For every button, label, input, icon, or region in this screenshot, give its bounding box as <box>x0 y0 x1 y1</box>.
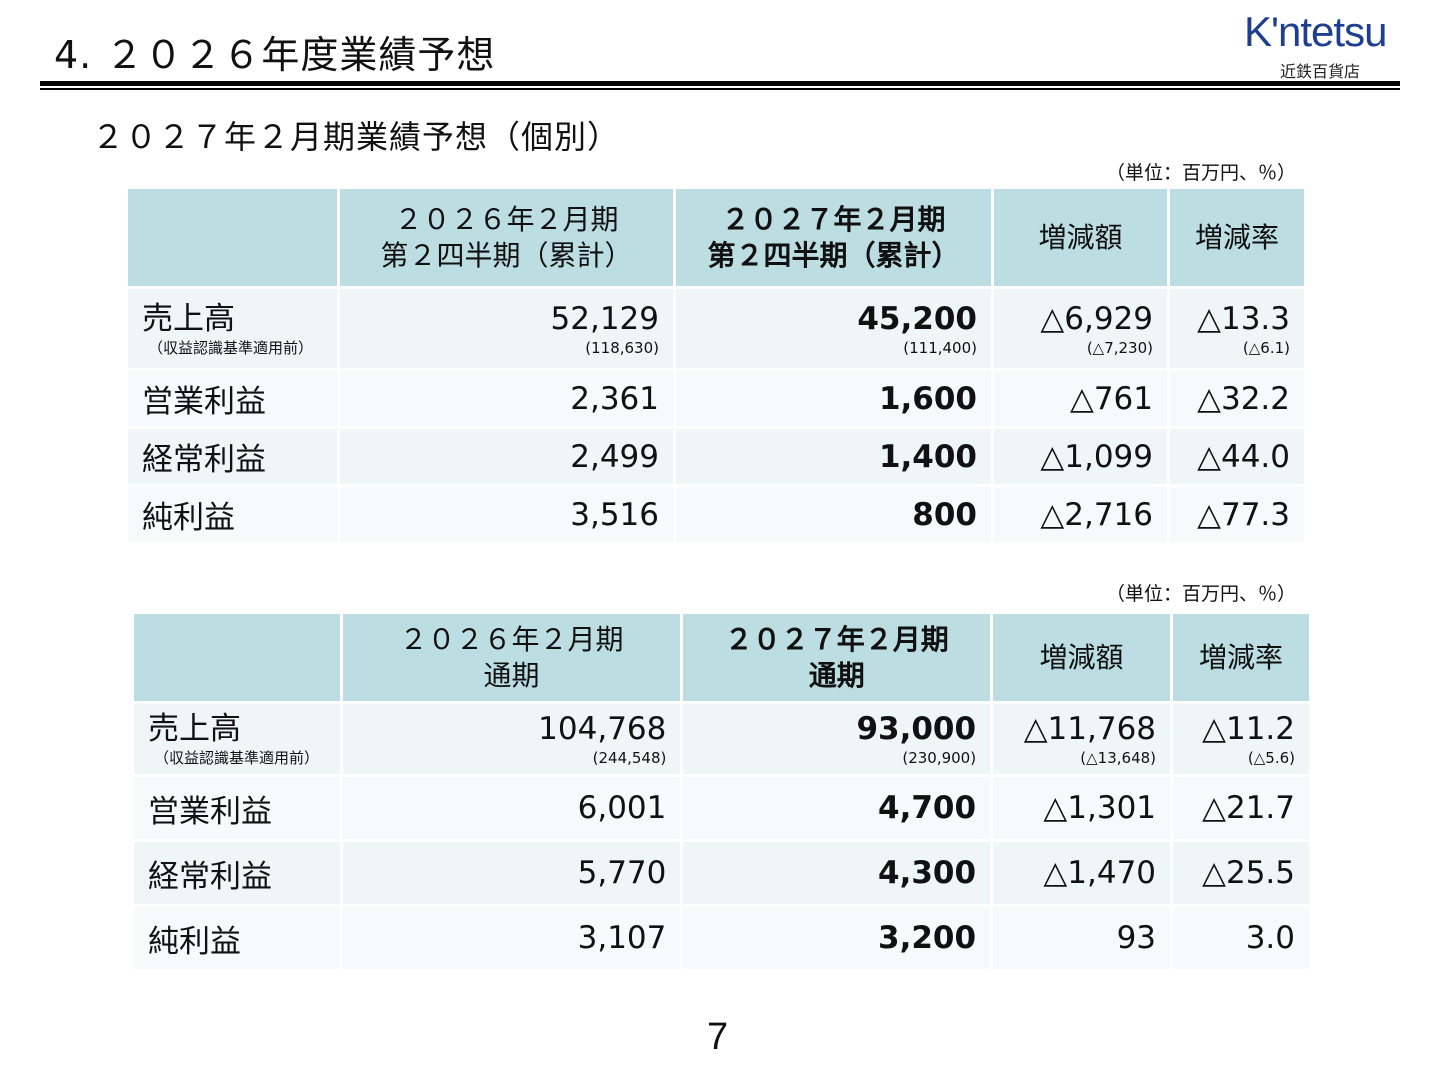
diff-value: △6,929 (△7,230) <box>994 289 1167 368</box>
rate-value: △11.2 (△5.6) <box>1173 704 1309 774</box>
table-row: 営業利益 6,001 4,700 △1,301 △21.7 <box>134 777 1309 839</box>
plan-value: 4,700 <box>683 777 991 839</box>
forecast-table-q2: ２０２６年２月期 第２四半期（累計） ２０２７年２月期 第２四半期（累計） 増減額 … <box>125 186 1307 545</box>
company-logo: K'ntetsu 近鉄百貨店 <box>1244 8 1414 81</box>
table-row: 経常利益 5,770 4,300 △1,470 △25.5 <box>134 842 1309 904</box>
header-cell-change-rate: 増減率 <box>1173 614 1309 701</box>
page-number: 7 <box>707 1016 729 1058</box>
rate-value: △44.0 <box>1170 429 1304 484</box>
prev-value: 3,516 <box>340 487 673 542</box>
diff-value: 93 <box>993 907 1171 969</box>
diff-value: △11,768 (△13,648) <box>993 704 1171 774</box>
plan-value: 4,300 <box>683 842 991 904</box>
diff-value: △1,301 <box>993 777 1171 839</box>
plan-value: 45,200 (111,400) <box>676 289 991 368</box>
unit-note-q2: （単位：百万円、％） <box>1106 162 1297 184</box>
diff-value: △1,099 <box>994 429 1167 484</box>
diff-value: △2,716 <box>994 487 1167 542</box>
header-cell-change-rate: 増減率 <box>1170 189 1304 286</box>
row-label: 営業利益 <box>128 371 337 426</box>
header-cell-prev-period: ２０２６年２月期 通期 <box>342 614 681 701</box>
header-divider-thick <box>40 81 1400 86</box>
row-label: 純利益 <box>134 907 340 969</box>
prev-value: 2,361 <box>340 371 673 426</box>
logo-subtitle: 近鉄百貨店 <box>1280 62 1361 81</box>
rate-value: △21.7 <box>1173 777 1309 839</box>
header-cell-blank <box>134 614 340 701</box>
header-cell-change-amount: 増減額 <box>994 189 1167 286</box>
page-title: 4. ２０２６年度業績予想 <box>54 33 496 77</box>
row-label: 売上高 （収益認識基準適用前） <box>128 289 337 368</box>
table-row: 売上高 （収益認識基準適用前） 52,129 (118,630) 45,200 (11… <box>128 289 1304 368</box>
row-label: 純利益 <box>128 487 337 542</box>
table-row: 売上高 （収益認識基準適用前） 104,768 (244,548) 93,000 (2… <box>134 704 1309 774</box>
row-label: 経常利益 <box>134 842 340 904</box>
row-label: 営業利益 <box>134 777 340 839</box>
plan-value: 1,400 <box>676 429 991 484</box>
header-cell-plan-period: ２０２７年２月期 通期 <box>683 614 991 701</box>
diff-value: △1,470 <box>993 842 1171 904</box>
section-title: ２０２７年２月期業績予想（個別） <box>92 118 621 156</box>
prev-value: 6,001 <box>342 777 681 839</box>
header-cell-plan-period: ２０２７年２月期 第２四半期（累計） <box>676 189 991 286</box>
plan-value: 1,600 <box>676 371 991 426</box>
table-row: 経常利益 2,499 1,400 △1,099 △44.0 <box>128 429 1304 484</box>
header-divider-thin <box>40 88 1400 90</box>
table-header-row: ２０２６年２月期 第２四半期（累計） ２０２７年２月期 第２四半期（累計） 増減額 … <box>128 189 1304 286</box>
row-label: 売上高 （収益認識基準適用前） <box>134 704 340 774</box>
plan-value: 3,200 <box>683 907 991 969</box>
table-row: 営業利益 2,361 1,600 △761 △32.2 <box>128 371 1304 426</box>
plan-value: 800 <box>676 487 991 542</box>
header-cell-prev-period: ２０２６年２月期 第２四半期（累計） <box>340 189 673 286</box>
table-row: 純利益 3,516 800 △2,716 △77.3 <box>128 487 1304 542</box>
rate-value: 3.0 <box>1173 907 1309 969</box>
prev-value: 104,768 (244,548) <box>342 704 681 774</box>
unit-note-full-year: （単位：百万円、％） <box>1106 583 1297 605</box>
table-row: 純利益 3,107 3,200 93 3.0 <box>134 907 1309 969</box>
rate-value: △25.5 <box>1173 842 1309 904</box>
rate-value: △77.3 <box>1170 487 1304 542</box>
rate-value: △32.2 <box>1170 371 1304 426</box>
diff-value: △761 <box>994 371 1167 426</box>
logo-wordmark: K'ntetsu <box>1244 8 1387 55</box>
prev-value: 2,499 <box>340 429 673 484</box>
prev-value: 3,107 <box>342 907 681 969</box>
header-cell-change-amount: 増減額 <box>993 614 1171 701</box>
rate-value: △13.3 (△6.1) <box>1170 289 1304 368</box>
plan-value: 93,000 (230,900) <box>683 704 991 774</box>
row-label: 経常利益 <box>128 429 337 484</box>
header-cell-blank <box>128 189 337 286</box>
prev-value: 5,770 <box>342 842 681 904</box>
table-header-row: ２０２６年２月期 通期 ２０２７年２月期 通期 増減額 増減率 <box>134 614 1309 701</box>
prev-value: 52,129 (118,630) <box>340 289 673 368</box>
forecast-table-full-year: ２０２６年２月期 通期 ２０２７年２月期 通期 増減額 増減率 売上高 （収益認識基準… <box>131 611 1312 972</box>
